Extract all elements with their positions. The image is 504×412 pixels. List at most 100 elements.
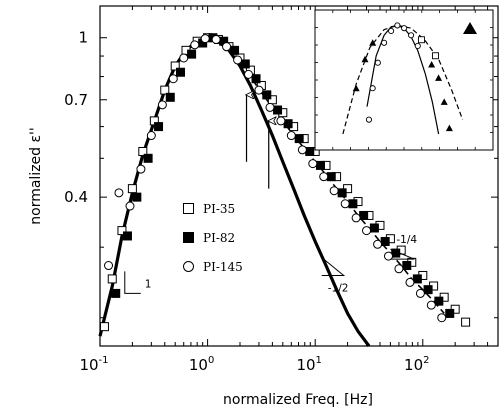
point-pi-82 bbox=[154, 122, 164, 132]
point-pi-35 bbox=[138, 146, 148, 156]
inset-dashed-curve bbox=[342, 24, 464, 135]
inset-square bbox=[418, 36, 425, 44]
point-pi-82 bbox=[273, 105, 283, 115]
point-pi-82 bbox=[445, 308, 455, 318]
inset-legend-triangle bbox=[463, 22, 477, 34]
y-tick-labels: 0.4 0.7 1 bbox=[64, 29, 88, 206]
x-tick-base: 10 bbox=[404, 356, 423, 374]
y-tick-label: 0.4 bbox=[64, 188, 88, 206]
point-pi-145 bbox=[244, 69, 254, 79]
point-pi-35 bbox=[127, 184, 137, 194]
point-pi-82 bbox=[412, 274, 422, 284]
inset-square bbox=[432, 52, 439, 60]
point-pi-82 bbox=[359, 210, 369, 220]
point-pi-35 bbox=[99, 322, 109, 332]
point-pi-145 bbox=[190, 40, 200, 50]
x-axis-label: normalized Freq. [Hz] bbox=[223, 392, 373, 408]
inset-filled-triangle bbox=[369, 39, 377, 46]
point-pi-145 bbox=[157, 100, 167, 110]
point-pi-82 bbox=[423, 285, 433, 295]
point-pi-145 bbox=[340, 199, 350, 209]
inset-open-circle bbox=[374, 59, 381, 66]
point-pi-82 bbox=[262, 90, 272, 100]
point-pi-145 bbox=[125, 201, 135, 211]
x-tick-exponent: 2 bbox=[423, 355, 429, 366]
inset-filled-triangle bbox=[440, 98, 448, 105]
inset-filled-triangle bbox=[352, 84, 360, 92]
point-pi-145 bbox=[114, 188, 124, 198]
point-pi-145 bbox=[297, 145, 307, 155]
legend-label-pi-35: PI-35 bbox=[203, 202, 235, 216]
legend: PI-35 PI-82 PI-145 bbox=[183, 202, 243, 274]
point-pi-145 bbox=[351, 213, 361, 223]
legend-marker-filled-square bbox=[183, 232, 194, 243]
x-tick-exponent: -1 bbox=[99, 355, 109, 366]
point-pi-35 bbox=[461, 317, 471, 327]
inset-open-circle bbox=[369, 85, 376, 92]
x-tick-exponent: 1 bbox=[316, 355, 322, 366]
point-pi-82 bbox=[380, 236, 390, 246]
point-pi-82 bbox=[176, 67, 186, 77]
point-pi-145 bbox=[211, 34, 221, 44]
point-pi-82 bbox=[122, 231, 132, 241]
point-pi-145 bbox=[383, 251, 393, 261]
x-tick-label: 101 bbox=[296, 355, 321, 374]
x-tick-base: 10 bbox=[79, 356, 98, 374]
point-pi-82 bbox=[240, 59, 250, 69]
point-pi-145 bbox=[286, 131, 296, 141]
x-tick-base: 10 bbox=[189, 356, 208, 374]
point-pi-145 bbox=[222, 42, 232, 52]
slope-label-1: 1 bbox=[145, 278, 152, 290]
point-pi-145 bbox=[394, 264, 404, 274]
inset-open-circle bbox=[401, 25, 408, 32]
shift-arrows bbox=[247, 95, 269, 189]
point-pi-145 bbox=[254, 85, 264, 95]
inset-open-circle bbox=[381, 39, 388, 46]
x-tick-exponent: 0 bbox=[208, 355, 214, 366]
inset-panel bbox=[314, 9, 494, 151]
slope-triangle-quarter bbox=[390, 248, 415, 260]
x-tick-labels: 10-1 100 101 102 bbox=[79, 355, 429, 374]
point-pi-145 bbox=[104, 261, 114, 271]
x-tick-label: 100 bbox=[189, 355, 214, 374]
point-pi-145 bbox=[373, 239, 383, 249]
point-pi-35 bbox=[170, 61, 180, 71]
inset-open-circle bbox=[365, 116, 373, 123]
inset-open-circle bbox=[394, 22, 401, 29]
slope-label-half: -1/2 bbox=[328, 282, 349, 294]
point-pi-145 bbox=[362, 226, 372, 236]
point-pi-82 bbox=[165, 92, 175, 102]
point-pi-145 bbox=[200, 34, 210, 44]
legend-marker-open-circle bbox=[183, 261, 194, 272]
x-tick-base: 10 bbox=[296, 356, 315, 374]
point-pi-145 bbox=[146, 131, 156, 141]
point-pi-145 bbox=[168, 74, 178, 84]
point-pi-145 bbox=[308, 159, 318, 169]
point-pi-145 bbox=[265, 102, 275, 112]
point-pi-82 bbox=[369, 223, 379, 233]
inset-ticks bbox=[315, 10, 493, 150]
inset-filled-triangle bbox=[361, 55, 369, 63]
series-marks bbox=[99, 33, 471, 332]
inset-filled-triangle bbox=[428, 61, 436, 68]
legend-marker-open-square bbox=[183, 203, 194, 214]
point-pi-82 bbox=[230, 45, 240, 55]
y-tick-label: 1 bbox=[78, 29, 88, 47]
x-tick-label: 10-1 bbox=[79, 355, 108, 374]
point-pi-35 bbox=[117, 226, 127, 236]
point-pi-82 bbox=[348, 199, 358, 209]
legend-label-pi-145: PI-145 bbox=[203, 260, 243, 274]
x-tick-label: 102 bbox=[404, 355, 429, 374]
inset-open-circle bbox=[414, 42, 421, 49]
point-pi-145 bbox=[415, 288, 425, 298]
inset-open-circle bbox=[388, 27, 395, 35]
point-pi-82 bbox=[305, 146, 315, 156]
point-pi-82 bbox=[143, 153, 153, 163]
point-pi-82 bbox=[337, 188, 347, 198]
slope-triangle-half bbox=[321, 257, 346, 276]
point-pi-145 bbox=[426, 300, 436, 310]
point-pi-145 bbox=[233, 55, 243, 65]
slope-triangles: 1 -1/2 -1/4 bbox=[124, 234, 417, 294]
point-pi-145 bbox=[329, 186, 339, 196]
